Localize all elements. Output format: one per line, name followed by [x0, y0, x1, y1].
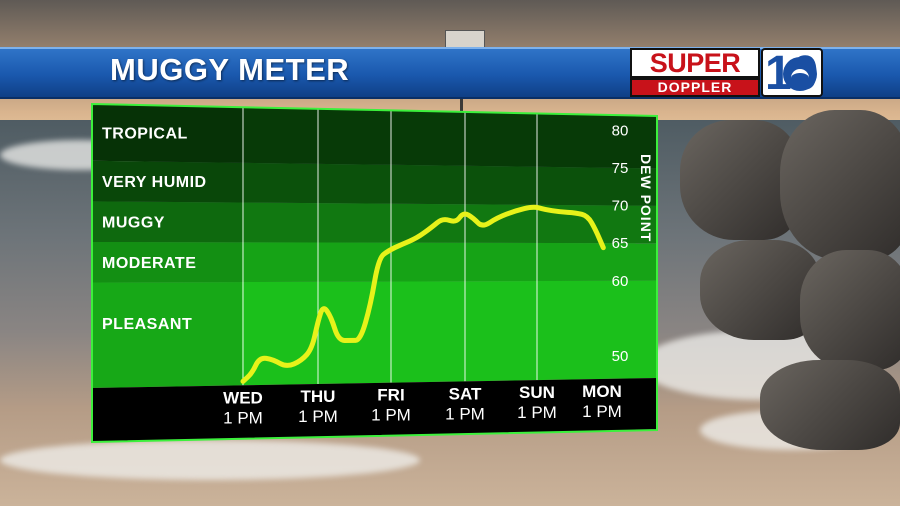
y-tick-label: 50 [612, 348, 629, 365]
y-tick-label: 60 [612, 273, 629, 290]
y-tick-label: 65 [612, 235, 629, 252]
band-tropical [92, 104, 657, 169]
label-column-shade [92, 104, 242, 388]
rock [780, 110, 900, 260]
band-label: TROPICAL [102, 126, 188, 143]
band-moderate [92, 241, 657, 283]
logo-ten-badge: 10 [761, 48, 823, 97]
x-label-time: 1 PM [517, 403, 557, 422]
logo-super-text: SUPER [630, 48, 760, 78]
band-very-humid [92, 160, 657, 206]
band-label: MUGGY [102, 215, 165, 232]
band-label: VERY HUMID [102, 174, 207, 191]
day-gridlines [242, 107, 538, 386]
x-label-day: SAT [449, 384, 482, 403]
y-axis-label: DEW POINT [638, 154, 654, 242]
comfort-bands [92, 104, 657, 388]
y-tick-label: 75 [612, 160, 629, 177]
rock [760, 360, 900, 450]
wave-foam [0, 440, 420, 480]
x-label-time: 1 PM [223, 408, 263, 427]
y-tick-label: 80 [612, 122, 629, 139]
x-label-day: FRI [377, 386, 404, 405]
band-label: MODERATE [102, 255, 196, 272]
chart-border [91, 102, 658, 444]
station-logo: SUPER DOPPLER 10 [630, 48, 823, 97]
x-label-time: 1 PM [582, 402, 622, 421]
wave-icon [783, 57, 817, 91]
x-label-time: 1 PM [445, 404, 485, 423]
page-title: MUGGY METER [110, 52, 350, 87]
x-label-day: SUN [519, 383, 555, 402]
band-labels: TROPICAL VERY HUMID MUGGY MODERATE PLEASANT [102, 126, 207, 333]
band-label: PLEASANT [102, 316, 192, 333]
band-pleasant [92, 280, 657, 388]
logo-doppler-text: DOPPLER [630, 78, 760, 97]
time-strip [92, 378, 657, 442]
y-tick-label: 70 [612, 198, 629, 215]
rock [800, 250, 900, 370]
x-label-day: THU [301, 387, 336, 406]
dew-point-line [240, 204, 606, 384]
dew-point-ticks: 80 75 70 65 60 50 [612, 122, 629, 365]
x-label-time: 1 PM [298, 407, 338, 426]
x-label-day: MON [582, 382, 622, 401]
x-label-day: WED [223, 388, 263, 407]
x-label-time: 1 PM [371, 406, 411, 425]
